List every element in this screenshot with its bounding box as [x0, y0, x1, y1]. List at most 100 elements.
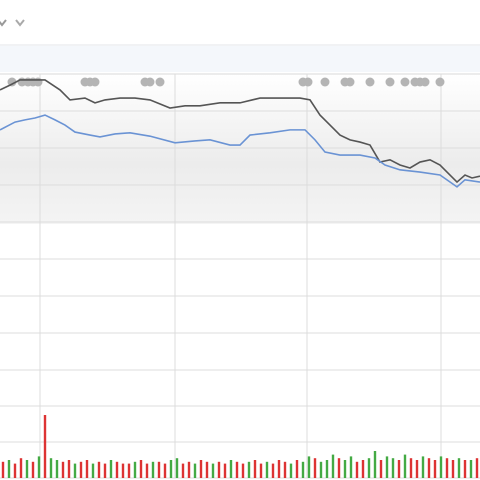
- price-line: [0, 114, 480, 188]
- volume-bar: [409, 458, 413, 478]
- volume-bar: [169, 460, 173, 478]
- volume-bar: [1, 461, 5, 478]
- volume-bar: [373, 451, 377, 478]
- volume-bar: [109, 460, 113, 478]
- volume-bar: [187, 461, 191, 478]
- volume-bar: [451, 460, 455, 478]
- volume-bar: [301, 461, 305, 478]
- volume-bar: [217, 461, 221, 478]
- volume-bar: [457, 458, 461, 478]
- volume-bar: [139, 460, 143, 478]
- volume-bar: [271, 463, 275, 478]
- volume-bar: [55, 460, 59, 478]
- volume-bar: [469, 460, 473, 478]
- volume-bar: [313, 458, 317, 478]
- event-marker: [365, 77, 375, 87]
- volume-bar: [265, 461, 269, 478]
- volume-bar: [133, 461, 137, 478]
- dropdown-icon[interactable]: [15, 19, 25, 27]
- volume-bar: [175, 458, 179, 478]
- volume-bar: [49, 458, 53, 478]
- volume-bar: [103, 463, 107, 478]
- event-marker: [33, 77, 43, 87]
- price-line: [0, 79, 480, 184]
- volume-bar: [241, 463, 245, 478]
- volume-bar: [31, 461, 35, 478]
- volume-bar: [157, 461, 161, 478]
- volume-bar: [343, 460, 347, 478]
- volume-bar: [97, 461, 101, 478]
- volume-bar: [289, 463, 293, 478]
- dropdown-icon[interactable]: [0, 19, 7, 27]
- event-marker: [145, 77, 155, 87]
- band: [0, 46, 480, 72]
- volume-bar: [121, 463, 125, 478]
- volume-bar: [25, 460, 29, 478]
- volume-bar: [445, 458, 449, 478]
- event-marker: [400, 77, 410, 87]
- volume-bar: [91, 463, 95, 478]
- volume-bar: [367, 458, 371, 478]
- volume-bar: [283, 461, 287, 478]
- volume-bar: [43, 415, 47, 478]
- volume-bar: [259, 463, 263, 478]
- event-marker: [155, 77, 165, 87]
- volume-bar: [193, 463, 197, 478]
- event-marker: [420, 77, 430, 87]
- volume-bar: [253, 460, 257, 478]
- toolbar: [0, 0, 480, 45]
- volume-bar: [223, 463, 227, 478]
- volume-bar: [433, 460, 437, 478]
- volume-bar: [415, 460, 419, 478]
- volume-bar: [325, 460, 329, 478]
- volume-bar: [337, 458, 341, 478]
- volume-bar: [307, 456, 311, 478]
- volume-bar: [355, 461, 359, 478]
- volume-bar: [379, 460, 383, 478]
- volume-bar: [181, 463, 185, 478]
- volume-bar: [475, 458, 479, 478]
- volume-bar: [403, 454, 407, 478]
- volume-bar: [199, 460, 203, 478]
- event-marker: [303, 77, 313, 87]
- volume-bar: [127, 463, 131, 478]
- volume-bar: [79, 461, 83, 478]
- volume-bar: [73, 463, 77, 478]
- volume-bar: [319, 461, 323, 478]
- volume-bar: [427, 458, 431, 478]
- event-marker: [90, 77, 100, 87]
- volume-bar: [7, 460, 11, 478]
- volume-bar: [463, 460, 467, 478]
- volume-bar: [115, 461, 119, 478]
- volume-bar: [421, 456, 425, 478]
- volume-bar: [229, 460, 233, 478]
- event-marker: [320, 77, 330, 87]
- plot-background: [0, 74, 480, 224]
- volume-bar: [277, 460, 281, 478]
- volume-bar: [331, 454, 335, 478]
- volume-bar: [19, 458, 23, 478]
- volume-bar: [205, 461, 209, 478]
- volume-bar: [439, 456, 443, 478]
- volume-bar: [235, 461, 239, 478]
- volume-bar: [163, 463, 167, 478]
- volume-bar: [151, 461, 155, 478]
- volume-bar: [385, 456, 389, 478]
- volume-bar: [361, 460, 365, 478]
- volume-bar: [349, 456, 353, 478]
- volume-bar: [67, 460, 71, 478]
- event-marker: [345, 77, 355, 87]
- volume-bar: [247, 461, 251, 478]
- event-marker: [7, 77, 17, 87]
- event-marker: [385, 77, 395, 87]
- volume-bar: [37, 456, 41, 478]
- volume-bar: [211, 463, 215, 478]
- event-marker: [435, 77, 445, 87]
- volume-bar: [85, 460, 89, 478]
- volume-bar: [145, 463, 149, 478]
- volume-bar: [13, 463, 17, 478]
- volume-bar: [391, 458, 395, 478]
- volume-bar: [61, 461, 65, 478]
